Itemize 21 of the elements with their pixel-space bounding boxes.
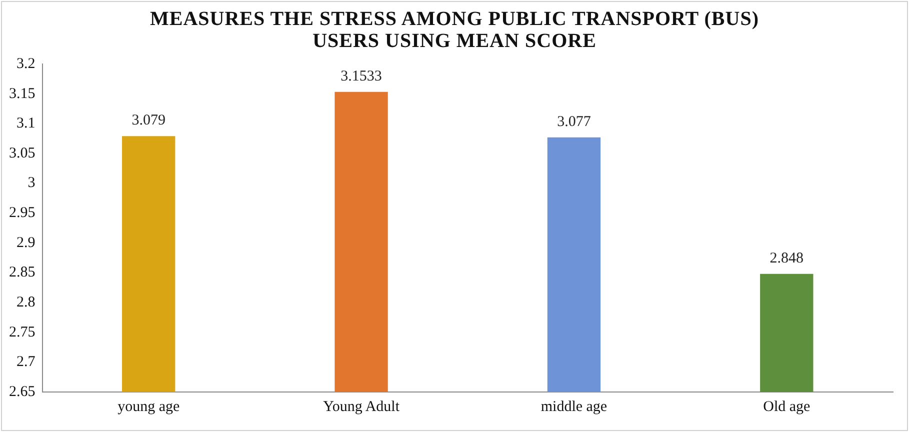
y-tick-label: 3.2 (16, 56, 36, 72)
y-tick-label: 2.9 (16, 234, 36, 251)
y-tick-label: 3.1 (16, 116, 36, 132)
data-label: 3.1533 (340, 68, 382, 84)
x-tick-label: Young Adult (323, 398, 400, 415)
x-tick-label: Old age (763, 398, 811, 415)
y-tick-label: 3.15 (9, 86, 36, 102)
y-tick-label: 2.65 (9, 384, 36, 400)
y-tick-label: 2.8 (16, 294, 36, 310)
chart-title: MEASURES THE STRESS AMONG PUBLIC TRANSPORT (BUS) USERS USING MEAN SCORE (149, 8, 760, 52)
data-label: 3.077 (557, 114, 592, 130)
y-tick-label: 2.75 (9, 324, 36, 340)
x-tick-label: young age (118, 398, 180, 415)
data-label: 2.848 (770, 250, 804, 266)
y-tick-label: 3 (28, 175, 36, 192)
y-tick-label: 2.7 (16, 354, 36, 370)
y-tick-label: 2.95 (9, 205, 36, 222)
y-tick-label: 3.05 (9, 145, 36, 162)
y-tick-label: 2.85 (9, 264, 36, 281)
x-tick-label: middle age (540, 398, 608, 415)
data-label: 3.079 (132, 112, 166, 129)
